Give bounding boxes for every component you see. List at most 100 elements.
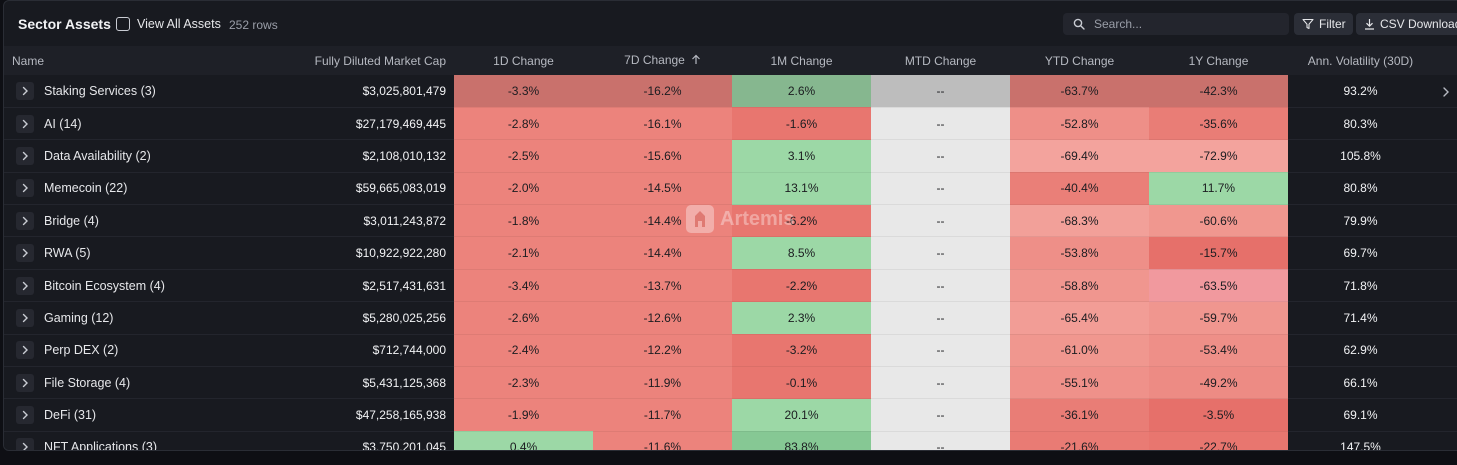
expand-row-chevron-icon[interactable] [16, 438, 34, 450]
table-row[interactable]: Bitcoin Ecosystem (4) $2,517,431,631 -3.4%… [4, 269, 1457, 303]
change-cell-mtd: -- [871, 107, 1010, 141]
csv-button-label: CSV Download [1380, 17, 1457, 31]
sector-name: DeFi (31) [44, 408, 97, 423]
col-header-name[interactable]: Name [4, 46, 314, 75]
change-cell-m1: 20.1% [732, 398, 871, 432]
col-header-ytd-change[interactable]: YTD Change [1010, 46, 1149, 75]
expand-row-chevron-icon[interactable] [16, 179, 34, 198]
change-cell-d7: -11.7% [593, 398, 732, 432]
expand-row-chevron-icon[interactable] [16, 341, 34, 360]
change-cell-d1: -2.5% [454, 139, 593, 173]
table-row[interactable]: NFT Applications (3) $3,750,201,045 0.4% -1… [4, 431, 1457, 451]
row-spacer [1433, 204, 1457, 238]
table-row[interactable]: Memecoin (22) $59,665,083,019 -2.0% -14.5% 1… [4, 172, 1457, 206]
sector-name: NFT Applications (3) [44, 440, 158, 451]
change-cell-d1: -2.1% [454, 236, 593, 270]
expand-row-chevron-icon[interactable] [16, 81, 34, 100]
col-header-1d-change[interactable]: 1D Change [454, 46, 593, 75]
expand-row-chevron-icon[interactable] [16, 244, 34, 263]
change-cell-y1: -15.7% [1149, 236, 1288, 270]
fdmc-value: $59,665,083,019 [314, 172, 454, 206]
col-header-mtd-change[interactable]: MTD Change [871, 46, 1010, 75]
table-row[interactable]: Data Availability (2) $2,108,010,132 -2.5%… [4, 139, 1457, 173]
change-cell-y1: -49.2% [1149, 366, 1288, 400]
row-spacer [1433, 107, 1457, 141]
change-cell-mtd: -- [871, 75, 1010, 108]
change-cell-m1: -1.6% [732, 107, 871, 141]
change-cell-mtd: -- [871, 139, 1010, 173]
toolbar: Sector Assets View All Assets 252 rows F… [4, 1, 1457, 46]
row-name-cell: DeFi (31) [4, 398, 314, 432]
row-name-cell: RWA (5) [4, 236, 314, 270]
change-cell-d7: -11.6% [593, 431, 732, 450]
volatility-value: 62.9% [1288, 334, 1433, 368]
change-cell-d7: -14.5% [593, 172, 732, 206]
col-header-1y-change[interactable]: 1Y Change [1149, 46, 1288, 75]
change-cell-ytd: -63.7% [1010, 75, 1149, 108]
filter-button[interactable]: Filter [1294, 13, 1353, 35]
volatility-value: 69.7% [1288, 236, 1433, 270]
expand-row-chevron-icon[interactable] [16, 146, 34, 165]
table-row[interactable]: Perp DEX (2) $712,744,000 -2.4% -12.2% -3.2%… [4, 334, 1457, 368]
sector-name: Gaming (12) [44, 310, 114, 325]
change-cell-d7: -11.9% [593, 366, 732, 400]
col-header-1m-change[interactable]: 1M Change [732, 46, 871, 75]
row-spacer [1433, 75, 1457, 108]
change-cell-ytd: -40.4% [1010, 172, 1149, 206]
change-cell-mtd: -- [871, 366, 1010, 400]
expand-row-chevron-icon[interactable] [16, 308, 34, 327]
change-cell-ytd: -58.8% [1010, 269, 1149, 303]
table-row[interactable]: Staking Services (3) $3,025,801,479 -3.3% -… [4, 75, 1457, 108]
row-name-cell: Memecoin (22) [4, 172, 314, 206]
change-cell-d1: -1.9% [454, 398, 593, 432]
fdmc-value: $3,750,201,045 [314, 431, 454, 450]
change-cell-d7: -12.2% [593, 334, 732, 368]
col-header-fdmc[interactable]: Fully Diluted Market Cap [314, 46, 454, 75]
fdmc-value: $3,011,243,872 [314, 204, 454, 238]
table-row[interactable]: RWA (5) $10,922,922,280 -2.1% -14.4% 8.5% -- -… [4, 236, 1457, 270]
csv-download-button[interactable]: CSV Download [1356, 13, 1457, 35]
volatility-value: 71.8% [1288, 269, 1433, 303]
expand-row-chevron-icon[interactable] [16, 373, 34, 392]
row-name-cell: AI (14) [4, 107, 314, 141]
change-cell-ytd: -68.3% [1010, 204, 1149, 238]
filter-icon [1302, 18, 1314, 30]
row-name-cell: Bridge (4) [4, 204, 314, 238]
row-name-cell: NFT Applications (3) [4, 431, 314, 451]
row-spacer [1433, 269, 1457, 303]
view-all-assets-toggle[interactable]: View All Assets [116, 16, 221, 32]
expand-row-chevron-icon[interactable] [16, 406, 34, 425]
search-box[interactable] [1063, 13, 1289, 35]
table-row[interactable]: AI (14) $27,179,469,445 -2.8% -16.1% -1.6% --… [4, 107, 1457, 141]
change-cell-y1: -72.9% [1149, 139, 1288, 173]
col-header-7d-change[interactable]: 7D Change [593, 46, 732, 75]
sector-assets-panel: Sector Assets View All Assets 252 rows F… [3, 0, 1457, 451]
scroll-right-chevron-icon[interactable] [1442, 85, 1450, 103]
expand-row-chevron-icon[interactable] [16, 114, 34, 133]
change-cell-y1: -3.5% [1149, 398, 1288, 432]
change-cell-d1: -3.4% [454, 269, 593, 303]
sector-name: Staking Services (3) [44, 83, 156, 98]
change-cell-m1: 83.8% [732, 431, 871, 450]
table-row[interactable]: DeFi (31) $47,258,165,938 -1.9% -11.7% 20.1%… [4, 398, 1457, 432]
table-row[interactable]: Gaming (12) $5,280,025,256 -2.6% -12.6% 2.3%… [4, 301, 1457, 335]
change-cell-y1: -53.4% [1149, 334, 1288, 368]
fdmc-value: $10,922,922,280 [314, 236, 454, 270]
change-cell-d7: -15.6% [593, 139, 732, 173]
expand-row-chevron-icon[interactable] [16, 276, 34, 295]
expand-row-chevron-icon[interactable] [16, 211, 34, 230]
change-cell-d1: 0.4% [454, 431, 593, 450]
change-cell-m1: -3.2% [732, 334, 871, 368]
search-input[interactable] [1094, 17, 1274, 31]
volatility-value: 66.1% [1288, 366, 1433, 400]
sector-name: AI (14) [44, 116, 82, 131]
row-spacer [1433, 334, 1457, 368]
change-cell-ytd: -65.4% [1010, 301, 1149, 335]
change-cell-d7: -12.6% [593, 301, 732, 335]
view-all-checkbox[interactable] [116, 17, 130, 31]
change-cell-mtd: -- [871, 431, 1010, 450]
table-row[interactable]: Bridge (4) $3,011,243,872 -1.8% -14.4% -6.2%… [4, 204, 1457, 238]
change-cell-ytd: -53.8% [1010, 236, 1149, 270]
col-header-ann-volatility[interactable]: Ann. Volatility (30D) [1288, 46, 1433, 75]
table-row[interactable]: File Storage (4) $5,431,125,368 -2.3% -11.9… [4, 366, 1457, 400]
